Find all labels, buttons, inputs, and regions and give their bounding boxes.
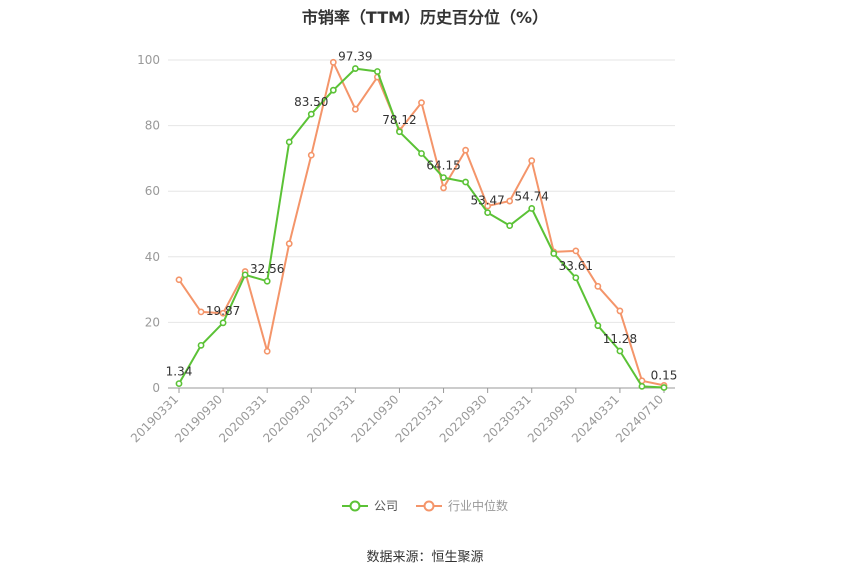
data-point bbox=[285, 138, 293, 146]
data-point bbox=[351, 105, 359, 113]
data-point bbox=[638, 382, 646, 390]
x-tick-label: 20240710 bbox=[613, 392, 666, 445]
chart-title: 市销率（TTM）历史百分位（%） bbox=[301, 8, 549, 27]
data-point bbox=[506, 222, 514, 230]
data-label: 33.61 bbox=[559, 259, 593, 273]
grid-lines bbox=[168, 59, 675, 389]
data-point bbox=[506, 197, 514, 205]
data-point bbox=[374, 68, 381, 75]
data-point bbox=[594, 282, 602, 290]
y-tick-label: 60 bbox=[145, 184, 160, 198]
data-label: 0.15 bbox=[651, 369, 678, 383]
data-label: 11.28 bbox=[603, 332, 637, 346]
data-label: 54.74 bbox=[515, 189, 549, 203]
series-line-1 bbox=[178, 61, 665, 387]
data-label: 53.47 bbox=[470, 194, 504, 208]
y-tick-label: 20 bbox=[145, 315, 160, 329]
legend: 公司 行业中位数 bbox=[0, 497, 850, 514]
data-point bbox=[572, 247, 580, 255]
legend-item-1[interactable]: 行业中位数 bbox=[416, 497, 508, 514]
data-label: 78.12 bbox=[382, 113, 416, 127]
data-point bbox=[329, 58, 337, 66]
data-label: 19.87 bbox=[206, 304, 240, 318]
data-point bbox=[219, 319, 227, 327]
data-point bbox=[219, 309, 227, 317]
y-tick-label: 80 bbox=[145, 119, 160, 133]
data-point bbox=[462, 178, 469, 186]
data-point bbox=[462, 146, 469, 154]
data-point bbox=[528, 157, 536, 165]
data-label: 32.56 bbox=[250, 262, 284, 276]
data-point bbox=[175, 276, 183, 284]
data-point bbox=[329, 86, 337, 94]
data-point bbox=[241, 271, 249, 279]
data-point bbox=[197, 308, 205, 316]
data-point bbox=[484, 202, 492, 210]
legend-swatch-icon bbox=[341, 500, 368, 511]
data-point bbox=[528, 205, 536, 212]
legend-label: 公司 bbox=[373, 499, 398, 513]
data-point bbox=[572, 274, 580, 282]
data-point bbox=[484, 209, 492, 217]
data-point bbox=[440, 174, 447, 181]
data-point bbox=[285, 240, 293, 248]
y-tick-label: 0 bbox=[152, 381, 160, 395]
data-point bbox=[418, 99, 425, 107]
data-label: 1.34 bbox=[166, 365, 193, 379]
data-point bbox=[263, 347, 271, 355]
y-tick-label: 40 bbox=[145, 250, 160, 264]
series-line-0 bbox=[178, 67, 665, 389]
data-point bbox=[351, 65, 359, 72]
legend-swatch-icon bbox=[416, 500, 442, 511]
data-point bbox=[418, 150, 425, 157]
series bbox=[175, 58, 668, 391]
data-point bbox=[594, 322, 602, 330]
source-note: 数据来源：恒生聚源 bbox=[366, 550, 484, 565]
data-point bbox=[197, 341, 205, 349]
y-tick-label: 100 bbox=[137, 53, 160, 67]
legend-item-0[interactable]: 公司 bbox=[341, 497, 398, 514]
data-point bbox=[396, 128, 403, 136]
data-label: 83.50 bbox=[294, 95, 328, 109]
data-point bbox=[307, 151, 315, 159]
data-point bbox=[263, 277, 271, 285]
data-label: 64.15 bbox=[426, 159, 460, 173]
data-labels: 1.34 19.87 32.56 83.50 97.39 78.12 64.15 53.47 5… bbox=[166, 50, 678, 383]
data-point bbox=[616, 307, 624, 315]
data-label: 97.39 bbox=[338, 50, 372, 64]
legend-label: 行业中位数 bbox=[448, 499, 509, 513]
data-point bbox=[175, 380, 183, 388]
data-point bbox=[307, 110, 315, 118]
data-point bbox=[616, 347, 624, 355]
data-point bbox=[660, 384, 668, 391]
data-point bbox=[440, 184, 447, 192]
data-point bbox=[550, 250, 558, 257]
